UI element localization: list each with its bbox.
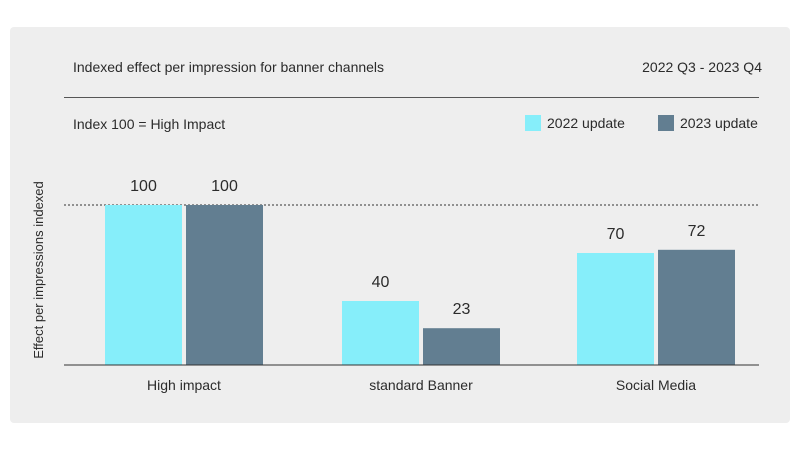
chart-title: Indexed effect per impression for banner… xyxy=(73,59,385,75)
bar-2023-2 xyxy=(658,249,735,365)
x-tick-label-2: Social Media xyxy=(616,377,696,393)
bar-2023-0 xyxy=(186,205,263,365)
legend-swatch-2022 xyxy=(525,115,541,131)
y-axis-label: Effect per impressions indexed xyxy=(31,181,46,359)
value-label-2023-2: 72 xyxy=(688,223,706,240)
value-label-2023-1: 23 xyxy=(453,301,471,318)
bar-2023-1 xyxy=(423,328,500,365)
value-label-2022-0: 100 xyxy=(130,178,157,195)
bar-2022-1 xyxy=(342,301,419,365)
value-label-2023-0: 100 xyxy=(211,178,238,195)
x-tick-label-1: standard Banner xyxy=(369,377,473,393)
legend-label-2023: 2023 update xyxy=(680,115,758,131)
value-label-2022-1: 40 xyxy=(372,274,390,291)
legend-label-2022: 2022 update xyxy=(547,115,625,131)
bar-2022-2 xyxy=(577,253,654,365)
value-label-2022-2: 70 xyxy=(607,226,625,243)
index-note: Index 100 = High Impact xyxy=(73,116,226,132)
header-divider xyxy=(64,97,759,98)
legend-swatch-2023 xyxy=(658,115,674,131)
legend-item-2022: 2022 update xyxy=(525,115,625,131)
legend-item-2023: 2023 update xyxy=(658,115,758,131)
bar-2022-0 xyxy=(105,205,182,365)
chart-period: 2022 Q3 - 2023 Q4 xyxy=(642,59,762,75)
x-tick-label-0: High impact xyxy=(147,377,221,393)
